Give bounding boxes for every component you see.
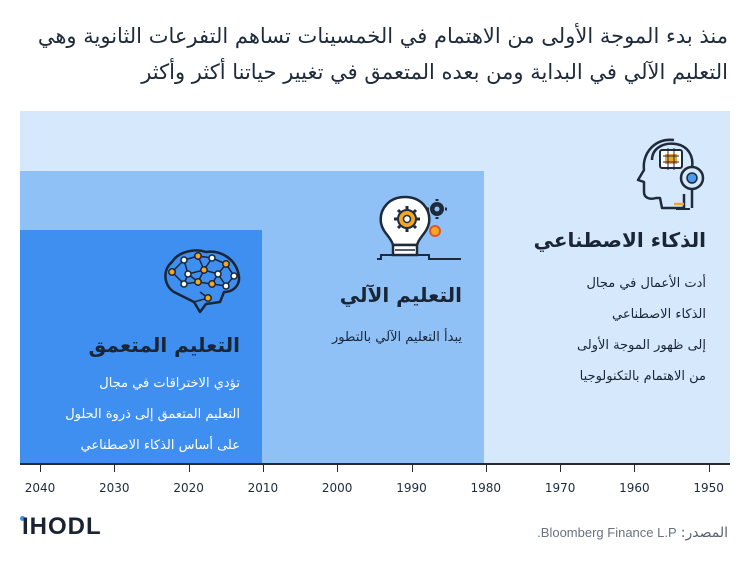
timeline-axis <box>20 463 730 465</box>
axis-year-label: 1980 <box>470 481 502 495</box>
axis-year-label: 1970 <box>544 481 576 495</box>
source-note: المصدر: Bloomberg Finance L.P. <box>537 525 728 541</box>
axis-tick <box>708 464 710 472</box>
headline: منذ بدء الموجة الأولى من الاهتمام في الخ… <box>18 18 728 90</box>
axis-tick <box>262 464 264 472</box>
ml-stage-line-1: يبدأ التعليم الآلي بالتطور <box>332 330 462 345</box>
neural-brain-icon <box>160 246 242 318</box>
source-value: Bloomberg Finance L.P. <box>537 525 677 540</box>
dl-stage-title: التعليم المتعمق <box>88 333 240 357</box>
dl-stage-line-3: على أساس الذكاء الاصطناعي <box>80 438 241 453</box>
robot-head-icon <box>634 134 706 218</box>
ai-stage-line-3: إلى ظهور الموجة الأولى <box>576 338 706 353</box>
axis-year-label: 2020 <box>173 481 204 495</box>
axis-tick <box>485 464 487 472</box>
logo-dot <box>20 516 25 521</box>
axis-year-label: 1960 <box>619 481 650 495</box>
brand-logo[interactable]: IHODL <box>22 513 102 540</box>
dl-stage-line-2: التعليم المتعمق إلى ذروة الحلول <box>65 407 240 422</box>
ai-stage-line-4: من الاهتمام بالتكنولوجيا <box>579 369 706 384</box>
headline-line-2: التعليم الآلي في البداية ومن بعده المتعم… <box>141 60 728 84</box>
axis-tick <box>188 464 190 472</box>
headline-line-1: منذ بدء الموجة الأولى من الاهتمام في الخ… <box>37 24 728 48</box>
axis-year-label: 2030 <box>99 481 130 495</box>
axis-year-label: 1950 <box>693 481 724 495</box>
ai-stage-description: أدت الأعمال في مجال الذكاء الاصطناعي إلى… <box>577 268 706 392</box>
axis-tick <box>560 464 562 472</box>
lightbulb-gears-icon <box>375 193 461 269</box>
axis-year-label: 2000 <box>321 481 353 495</box>
axis-tick <box>337 464 339 472</box>
axis-tick <box>40 464 41 472</box>
ml-stage-title: التعليم الآلي <box>339 283 462 307</box>
ai-stage-line-1: أدت الأعمال في مجال <box>586 276 706 291</box>
axis-tick <box>411 464 413 472</box>
axis-year-label: 1990 <box>396 481 427 495</box>
ai-stage-line-2: الذكاء الاصطناعي <box>612 307 706 322</box>
dl-stage-description: تؤدي الاختراقات في مجال التعليم المتعمق … <box>65 368 240 461</box>
axis-tick <box>634 464 636 472</box>
ai-stage-title: الذكاء الاصطناعي <box>533 228 706 252</box>
dl-stage-line-1: تؤدي الاختراقات في مجال <box>99 376 240 391</box>
axis-tick <box>114 464 116 472</box>
axis-year-label: 2010 <box>247 481 279 495</box>
axis-year-label: 2040 <box>24 481 56 495</box>
ml-stage-description: يبدأ التعليم الآلي بالتطور <box>332 322 462 353</box>
source-label: المصدر: <box>680 525 728 541</box>
